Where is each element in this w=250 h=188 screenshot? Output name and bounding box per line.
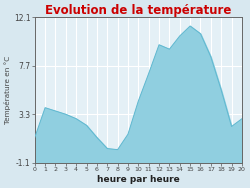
X-axis label: heure par heure: heure par heure — [97, 175, 180, 184]
Title: Evolution de la température: Evolution de la température — [45, 4, 232, 17]
Y-axis label: Température en °C: Température en °C — [4, 56, 11, 124]
